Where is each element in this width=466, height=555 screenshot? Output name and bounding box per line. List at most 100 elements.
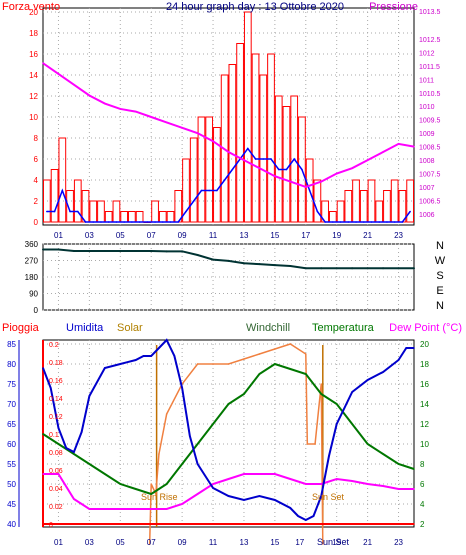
dewpoint-point bbox=[73, 498, 75, 500]
pressure-tick-label: 1007 bbox=[419, 185, 435, 192]
wind-average-point bbox=[277, 168, 280, 171]
dewpoint-point bbox=[304, 483, 307, 485]
temperature-tick-label: 4 bbox=[420, 500, 425, 509]
humidity-point bbox=[382, 371, 384, 373]
wind-tick-label: 2 bbox=[34, 197, 39, 206]
wind-gust-bar bbox=[220, 74, 229, 223]
direction-point bbox=[42, 248, 44, 251]
humidity-point bbox=[405, 347, 408, 349]
humidity-point bbox=[150, 355, 153, 357]
wind-gust-bar bbox=[58, 137, 67, 223]
dewpoint-point bbox=[227, 478, 230, 480]
humidity-point bbox=[42, 367, 44, 369]
humidity-point bbox=[104, 367, 106, 369]
solar-point bbox=[289, 343, 292, 345]
solar-point bbox=[314, 443, 316, 445]
pressure-tick-label: 1007.5 bbox=[419, 172, 441, 179]
pressure-point bbox=[289, 180, 292, 183]
wind-gust-bar bbox=[151, 200, 159, 223]
wind-average-point bbox=[154, 221, 156, 223]
panel-3-grid bbox=[18, 340, 414, 527]
wind-tick-label: 14 bbox=[29, 71, 38, 80]
wind-average-point bbox=[84, 221, 87, 223]
wind-gust-bar bbox=[128, 211, 136, 223]
direction-point bbox=[212, 258, 215, 261]
humidity-tick-label: 80 bbox=[7, 360, 16, 369]
wind-gust-bar bbox=[305, 158, 314, 223]
direction-tick-label: 360 bbox=[25, 240, 39, 249]
dewpoint-point bbox=[397, 488, 400, 490]
direction-point bbox=[72, 249, 75, 252]
wind-gust-bar bbox=[290, 95, 299, 223]
pressure-point bbox=[181, 126, 183, 129]
dewpoint-point bbox=[289, 478, 292, 480]
direction-point bbox=[57, 248, 60, 251]
direction-point bbox=[227, 259, 230, 262]
wind-average-point bbox=[332, 221, 334, 223]
humidity-point bbox=[65, 447, 67, 449]
x-tick-label: 03 bbox=[85, 538, 94, 547]
panel-3-marks bbox=[42, 338, 415, 545]
temperature-tick-label: 16 bbox=[420, 380, 429, 389]
pressure-point bbox=[397, 143, 400, 145]
wind-gust-bar bbox=[73, 179, 82, 223]
humidity-point bbox=[328, 455, 330, 457]
humidity-point bbox=[173, 355, 176, 357]
rain-tick-label: 0 bbox=[49, 522, 53, 529]
temperature-point bbox=[351, 423, 353, 425]
solar-point bbox=[320, 383, 323, 385]
rain-tick-label: 0.12 bbox=[49, 414, 63, 421]
direction-tick-label: 180 bbox=[25, 273, 39, 282]
humidity-point bbox=[351, 391, 353, 393]
humidity-point bbox=[312, 515, 315, 517]
temperature-point bbox=[212, 423, 214, 425]
solar-point bbox=[212, 363, 214, 365]
humidity-point bbox=[243, 499, 245, 501]
wind-gust-bar bbox=[50, 169, 59, 223]
humidity-point bbox=[142, 355, 145, 357]
temperature-point bbox=[134, 488, 137, 490]
pressure-point bbox=[104, 102, 106, 105]
humidity-point bbox=[320, 495, 323, 497]
temperature-point bbox=[382, 453, 384, 455]
humidity-point bbox=[57, 427, 60, 429]
rain-tick-label: 0.04 bbox=[49, 486, 63, 493]
temperature-point bbox=[73, 453, 75, 455]
humidity-point bbox=[88, 395, 91, 397]
dewpoint-point bbox=[57, 473, 60, 475]
x-tick-label: 11 bbox=[209, 538, 218, 547]
wind-gust-bar bbox=[120, 211, 129, 223]
wind-gust-bar bbox=[274, 95, 283, 223]
direction-point bbox=[88, 249, 91, 252]
temperature-point bbox=[413, 468, 415, 470]
wind-gust-bar bbox=[406, 179, 415, 223]
dewpoint-point bbox=[150, 508, 153, 510]
solar-point bbox=[306, 443, 309, 445]
wind-gust-bar bbox=[89, 200, 98, 223]
temperature-point bbox=[88, 463, 91, 465]
wind-gust-bar bbox=[81, 190, 90, 223]
panel-2-grid bbox=[43, 243, 414, 311]
dewpoint-point bbox=[366, 483, 369, 485]
wind-gust-bar bbox=[182, 158, 190, 223]
wind-average-point bbox=[53, 210, 56, 213]
wind-axis-ticks: 0 2 4 6 8 10 12 14 16 18 20 bbox=[29, 8, 38, 227]
wind-gust-bar bbox=[336, 200, 345, 223]
x-tick-label: 17 bbox=[295, 538, 304, 547]
pressure-point bbox=[227, 151, 230, 153]
pressure-point bbox=[119, 108, 122, 110]
wind-gust-bar bbox=[166, 211, 175, 223]
solar-label: Solar bbox=[117, 322, 143, 334]
wind-gust-bar bbox=[135, 211, 144, 223]
pressure-point bbox=[212, 140, 214, 143]
wind-average-point bbox=[115, 221, 118, 223]
wind-average-point bbox=[362, 221, 365, 223]
wind-gust-bar bbox=[43, 179, 51, 223]
pressure-point bbox=[243, 159, 245, 161]
dewpoint-point bbox=[42, 473, 44, 475]
humidity-point bbox=[181, 387, 183, 389]
temperature-point bbox=[150, 493, 153, 495]
wind-gust-bar bbox=[390, 179, 399, 223]
direction-tick-label: 270 bbox=[25, 257, 39, 266]
direction-point bbox=[304, 267, 307, 270]
